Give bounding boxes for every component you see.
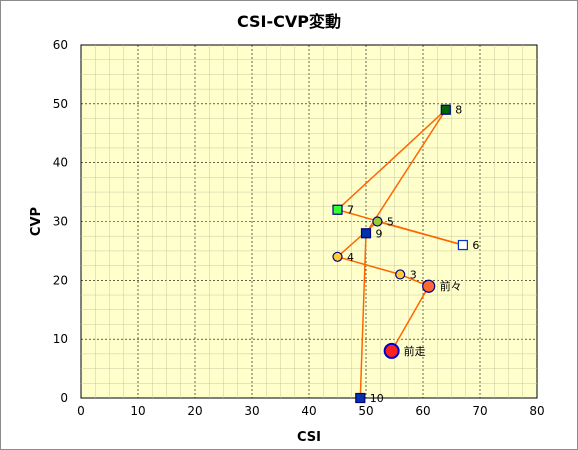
point-label: 7 bbox=[347, 204, 354, 217]
point-label: 前走 bbox=[404, 344, 426, 358]
data-point-9 bbox=[360, 228, 372, 239]
y-tick-label: 10 bbox=[53, 332, 68, 346]
data-point-2 bbox=[422, 279, 436, 293]
data-point-1 bbox=[383, 342, 400, 359]
connector-line bbox=[337, 209, 464, 246]
y-tick-label: 60 bbox=[53, 38, 68, 52]
connector-line bbox=[336, 109, 447, 211]
connector-line bbox=[359, 233, 367, 399]
connector-line bbox=[337, 220, 378, 258]
data-point-4 bbox=[332, 251, 343, 262]
y-tick-label: 0 bbox=[60, 391, 68, 405]
y-axis-label: CVP bbox=[29, 207, 44, 236]
x-tick-label: 50 bbox=[358, 404, 373, 418]
y-tick-label: 40 bbox=[53, 156, 68, 170]
x-tick-label: 20 bbox=[187, 404, 202, 418]
data-point-7 bbox=[332, 204, 343, 215]
data-point-5 bbox=[372, 216, 383, 227]
x-tick-label: 70 bbox=[472, 404, 487, 418]
x-tick-label: 10 bbox=[130, 404, 145, 418]
x-tick-label: 0 bbox=[77, 404, 85, 418]
chart-title: CSI-CVP変動 bbox=[236, 12, 341, 31]
y-tick-label: 20 bbox=[53, 273, 68, 287]
point-label: 3 bbox=[410, 268, 417, 281]
y-tick-label: 30 bbox=[53, 215, 68, 229]
x-tick-label: 60 bbox=[415, 404, 430, 418]
point-label: 9 bbox=[376, 227, 383, 240]
connector-line bbox=[390, 285, 430, 352]
x-tick-label: 30 bbox=[244, 404, 259, 418]
point-label: 10 bbox=[370, 392, 384, 405]
point-label: 前々 bbox=[440, 279, 462, 293]
connector-line bbox=[337, 256, 401, 276]
data-point-3 bbox=[395, 269, 406, 280]
point-label: 5 bbox=[387, 216, 394, 229]
connector-line bbox=[365, 109, 447, 234]
data-point-10 bbox=[355, 392, 366, 404]
data-point-6 bbox=[457, 239, 468, 251]
point-label: 4 bbox=[347, 251, 354, 264]
point-label: 6 bbox=[472, 239, 479, 252]
x-tick-label: 80 bbox=[529, 404, 544, 418]
x-tick-label: 40 bbox=[301, 404, 316, 418]
x-axis-label: CSI bbox=[297, 430, 321, 445]
y-tick-label: 50 bbox=[53, 97, 68, 111]
point-label: 8 bbox=[455, 104, 462, 117]
data-point-8 bbox=[440, 104, 451, 115]
